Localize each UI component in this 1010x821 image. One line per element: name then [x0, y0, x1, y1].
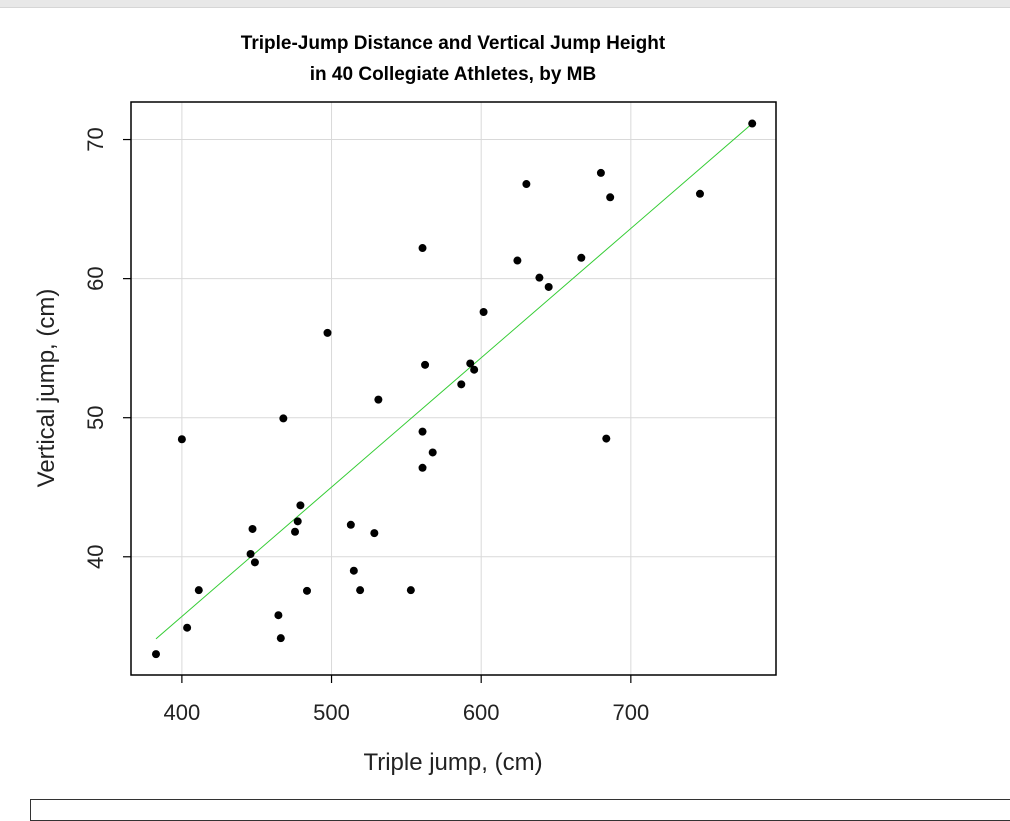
chart-title: Triple-Jump Distance and Vertical Jump H… [241, 33, 666, 54]
data-point [748, 119, 757, 128]
data-point [466, 359, 475, 368]
y-tick-label: 60 [83, 266, 108, 290]
data-point [479, 308, 488, 317]
data-point [418, 244, 427, 253]
x-axis: 400 500 600 700 [164, 675, 649, 725]
x-tick-label: 500 [313, 700, 350, 725]
data-point [577, 253, 586, 262]
data-point [606, 193, 615, 202]
y-tick-label: 50 [83, 405, 108, 429]
chart-subtitle: in 40 Collegiate Athletes, by MB [310, 64, 596, 85]
data-point [695, 189, 704, 198]
x-axis-label: Triple jump, (cm) [363, 749, 542, 776]
data-point [596, 168, 605, 177]
y-axis: 40 50 60 70 [83, 127, 131, 569]
data-point [544, 282, 553, 291]
data-point [302, 586, 311, 595]
data-point [370, 529, 379, 538]
data-point [183, 623, 192, 632]
x-tick-label: 700 [612, 700, 649, 725]
data-point [418, 463, 427, 472]
data-point [470, 365, 479, 374]
data-point [291, 527, 300, 536]
data-point [535, 273, 544, 282]
data-point [250, 558, 259, 567]
data-point [246, 550, 255, 559]
grid [131, 102, 776, 675]
plot-frame [130, 101, 777, 676]
bottom-panel [30, 799, 1010, 821]
data-point [421, 360, 430, 369]
data-point [346, 520, 355, 529]
data-point [323, 328, 332, 337]
data-point [177, 435, 186, 444]
y-tick-label: 40 [83, 545, 108, 569]
data-point [513, 256, 522, 265]
data-point [457, 380, 466, 389]
data-point [349, 566, 358, 575]
data-point [356, 586, 365, 595]
data-point [296, 501, 305, 510]
data-point [248, 524, 257, 533]
data-point [151, 650, 160, 659]
data-point [602, 434, 611, 443]
data-point [279, 414, 288, 423]
y-axis-label: Vertical jump, (cm) [33, 289, 60, 488]
data-point [522, 180, 531, 189]
data-point [428, 448, 437, 457]
fit-line-group [155, 123, 753, 640]
data-point [276, 634, 285, 643]
data-point [418, 427, 427, 436]
data-point [194, 586, 203, 595]
x-tick-label: 400 [164, 700, 201, 725]
y-tick-label: 70 [83, 127, 108, 151]
points-group [151, 119, 757, 659]
data-point [293, 517, 302, 526]
data-point [274, 611, 283, 620]
data-point [406, 586, 415, 595]
data-point [374, 395, 383, 404]
window-top-bar [0, 0, 1010, 8]
x-tick-label: 600 [463, 700, 500, 725]
regression-line [155, 123, 753, 640]
